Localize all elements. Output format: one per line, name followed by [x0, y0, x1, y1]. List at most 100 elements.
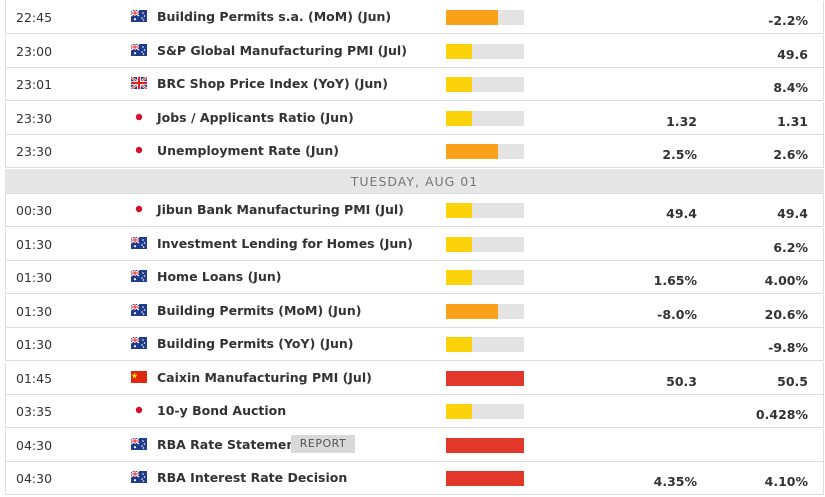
event-row[interactable]: 00:30 Jibun Bank Manufacturing PMI (Jul) 4… [5, 194, 824, 227]
event-name[interactable]: Unemployment Rate (Jun) [157, 143, 339, 158]
consensus: -8.0% [657, 306, 697, 322]
report-button[interactable]: REPORT [291, 434, 355, 453]
impact-track [446, 437, 524, 453]
consensus: 50.3 [666, 373, 697, 389]
previous: 1.31 [777, 113, 808, 129]
event-name[interactable]: Jibun Bank Manufacturing PMI (Jul) [157, 202, 404, 217]
impact-track [446, 43, 524, 59]
flag [131, 337, 147, 349]
impact-track [446, 404, 524, 419]
flag [131, 10, 147, 22]
impact-bar [446, 303, 498, 319]
previous: 50.5 [777, 373, 808, 389]
event-row[interactable]: 03:35 10-y Bond Auction 0.428% [5, 395, 824, 428]
previous: 49.4 [777, 206, 808, 221]
impact-track [446, 471, 524, 486]
flag [131, 111, 147, 123]
event-row[interactable]: 01:30 Building Permits (YoY) (Jun) -9.8% [5, 328, 824, 361]
event-name[interactable]: Investment Lending for Homes (Jun) [157, 235, 413, 251]
event-name[interactable]: 10-y Bond Auction [157, 403, 287, 418]
event-name[interactable]: BRC Shop Price Index (YoY) (Jun) [157, 76, 388, 91]
impact-track [446, 144, 524, 159]
previous: -2.2% [768, 13, 808, 28]
previous: 0.428% [755, 407, 808, 422]
flag [131, 237, 147, 249]
event-row[interactable]: 23:00 S&P Global Manufacturing PMI (Jul) 4… [5, 34, 824, 68]
impact-track [446, 370, 524, 386]
time: 22:45 [16, 10, 53, 25]
time: 23:00 [16, 43, 53, 59]
flag [131, 203, 147, 215]
previous: 6.2% [773, 239, 808, 255]
event-name[interactable]: Jobs / Applicants Ratio (Jun) [157, 109, 354, 125]
event-row[interactable]: 01:45 Caixin Manufacturing PMI (Jul) 50.3 5… [5, 361, 824, 395]
consensus: 2.5% [662, 147, 697, 162]
event-row[interactable]: 22:45 Building Permits s.a. (MoM) (Jun) -2… [5, 1, 824, 34]
previous: 8.4% [773, 80, 808, 95]
impact-bar [446, 144, 498, 159]
event-row[interactable]: 01:30 Investment Lending for Homes (Jun) 6… [5, 227, 824, 261]
previous: 4.10% [764, 474, 808, 489]
event-row[interactable]: 01:30 Home Loans (Jun) 1.65% 4.00% [5, 261, 824, 294]
previous: 4.00% [764, 273, 808, 288]
event-name[interactable]: RBA Rate Statement [157, 436, 302, 452]
time: 00:30 [16, 203, 53, 218]
event-row[interactable]: 23:30 Unemployment Rate (Jun) 2.5% 2.6% [5, 135, 824, 168]
flag [131, 270, 147, 282]
impact-track [446, 303, 524, 319]
impact-track [446, 337, 524, 352]
consensus: 4.35% [653, 474, 697, 489]
event-name[interactable]: S&P Global Manufacturing PMI (Jul) [157, 42, 407, 58]
event-name[interactable]: Building Permits (YoY) (Jun) [157, 336, 354, 351]
impact-bar [446, 270, 472, 285]
time: 01:45 [16, 370, 53, 386]
event-name[interactable]: RBA Interest Rate Decision [157, 470, 348, 485]
flag [131, 77, 147, 89]
flag [131, 144, 147, 156]
event-name[interactable]: Building Permits s.a. (MoM) (Jun) [157, 9, 392, 24]
event-name[interactable]: Building Permits (MoM) (Jun) [157, 302, 362, 318]
time: 01:30 [16, 236, 53, 252]
time: 01:30 [16, 303, 53, 319]
flag [131, 438, 147, 450]
previous: 2.6% [773, 147, 808, 162]
impact-track [446, 270, 524, 285]
time: 01:30 [16, 270, 53, 285]
impact-track [446, 110, 524, 126]
event-name[interactable]: Caixin Manufacturing PMI (Jul) [157, 369, 372, 385]
impact-bar [446, 404, 472, 419]
date-separator: TUESDAY, AUG 01 [5, 169, 824, 194]
event-row[interactable]: 04:30 RBA Rate Statement REPORT [5, 428, 824, 462]
impact-bar [446, 236, 472, 252]
previous: -9.8% [768, 340, 808, 355]
flag [131, 471, 147, 483]
impact-bar [446, 43, 472, 59]
flag [131, 44, 147, 56]
flag [131, 304, 147, 316]
consensus: 1.32 [666, 113, 697, 129]
impact-bar [446, 203, 472, 218]
consensus: 49.4 [666, 206, 697, 221]
previous: 20.6% [764, 306, 808, 322]
event-row[interactable]: 23:01 BRC Shop Price Index (YoY) (Jun) 8.4… [5, 68, 824, 101]
event-row[interactable]: 23:30 Jobs / Applicants Ratio (Jun) 1.32 1.… [5, 101, 824, 135]
event-name[interactable]: Home Loans (Jun) [157, 269, 282, 284]
flag [131, 371, 147, 383]
impact-track [446, 10, 524, 25]
impact-bar [446, 471, 524, 486]
impact-bar [446, 437, 524, 453]
impact-bar [446, 337, 472, 352]
impact-track [446, 203, 524, 218]
time: 23:30 [16, 110, 53, 126]
time: 23:30 [16, 144, 53, 159]
time: 04:30 [16, 437, 53, 453]
impact-track [446, 77, 524, 92]
impact-bar [446, 10, 498, 25]
event-row[interactable]: 01:30 Building Permits (MoM) (Jun) -8.0% 20… [5, 294, 824, 328]
impact-bar [446, 110, 472, 126]
flag [131, 404, 147, 416]
time: 03:35 [16, 404, 53, 419]
time: 01:30 [16, 337, 53, 352]
event-row[interactable]: 04:30 RBA Interest Rate Decision 4.35% 4.10… [5, 462, 824, 495]
